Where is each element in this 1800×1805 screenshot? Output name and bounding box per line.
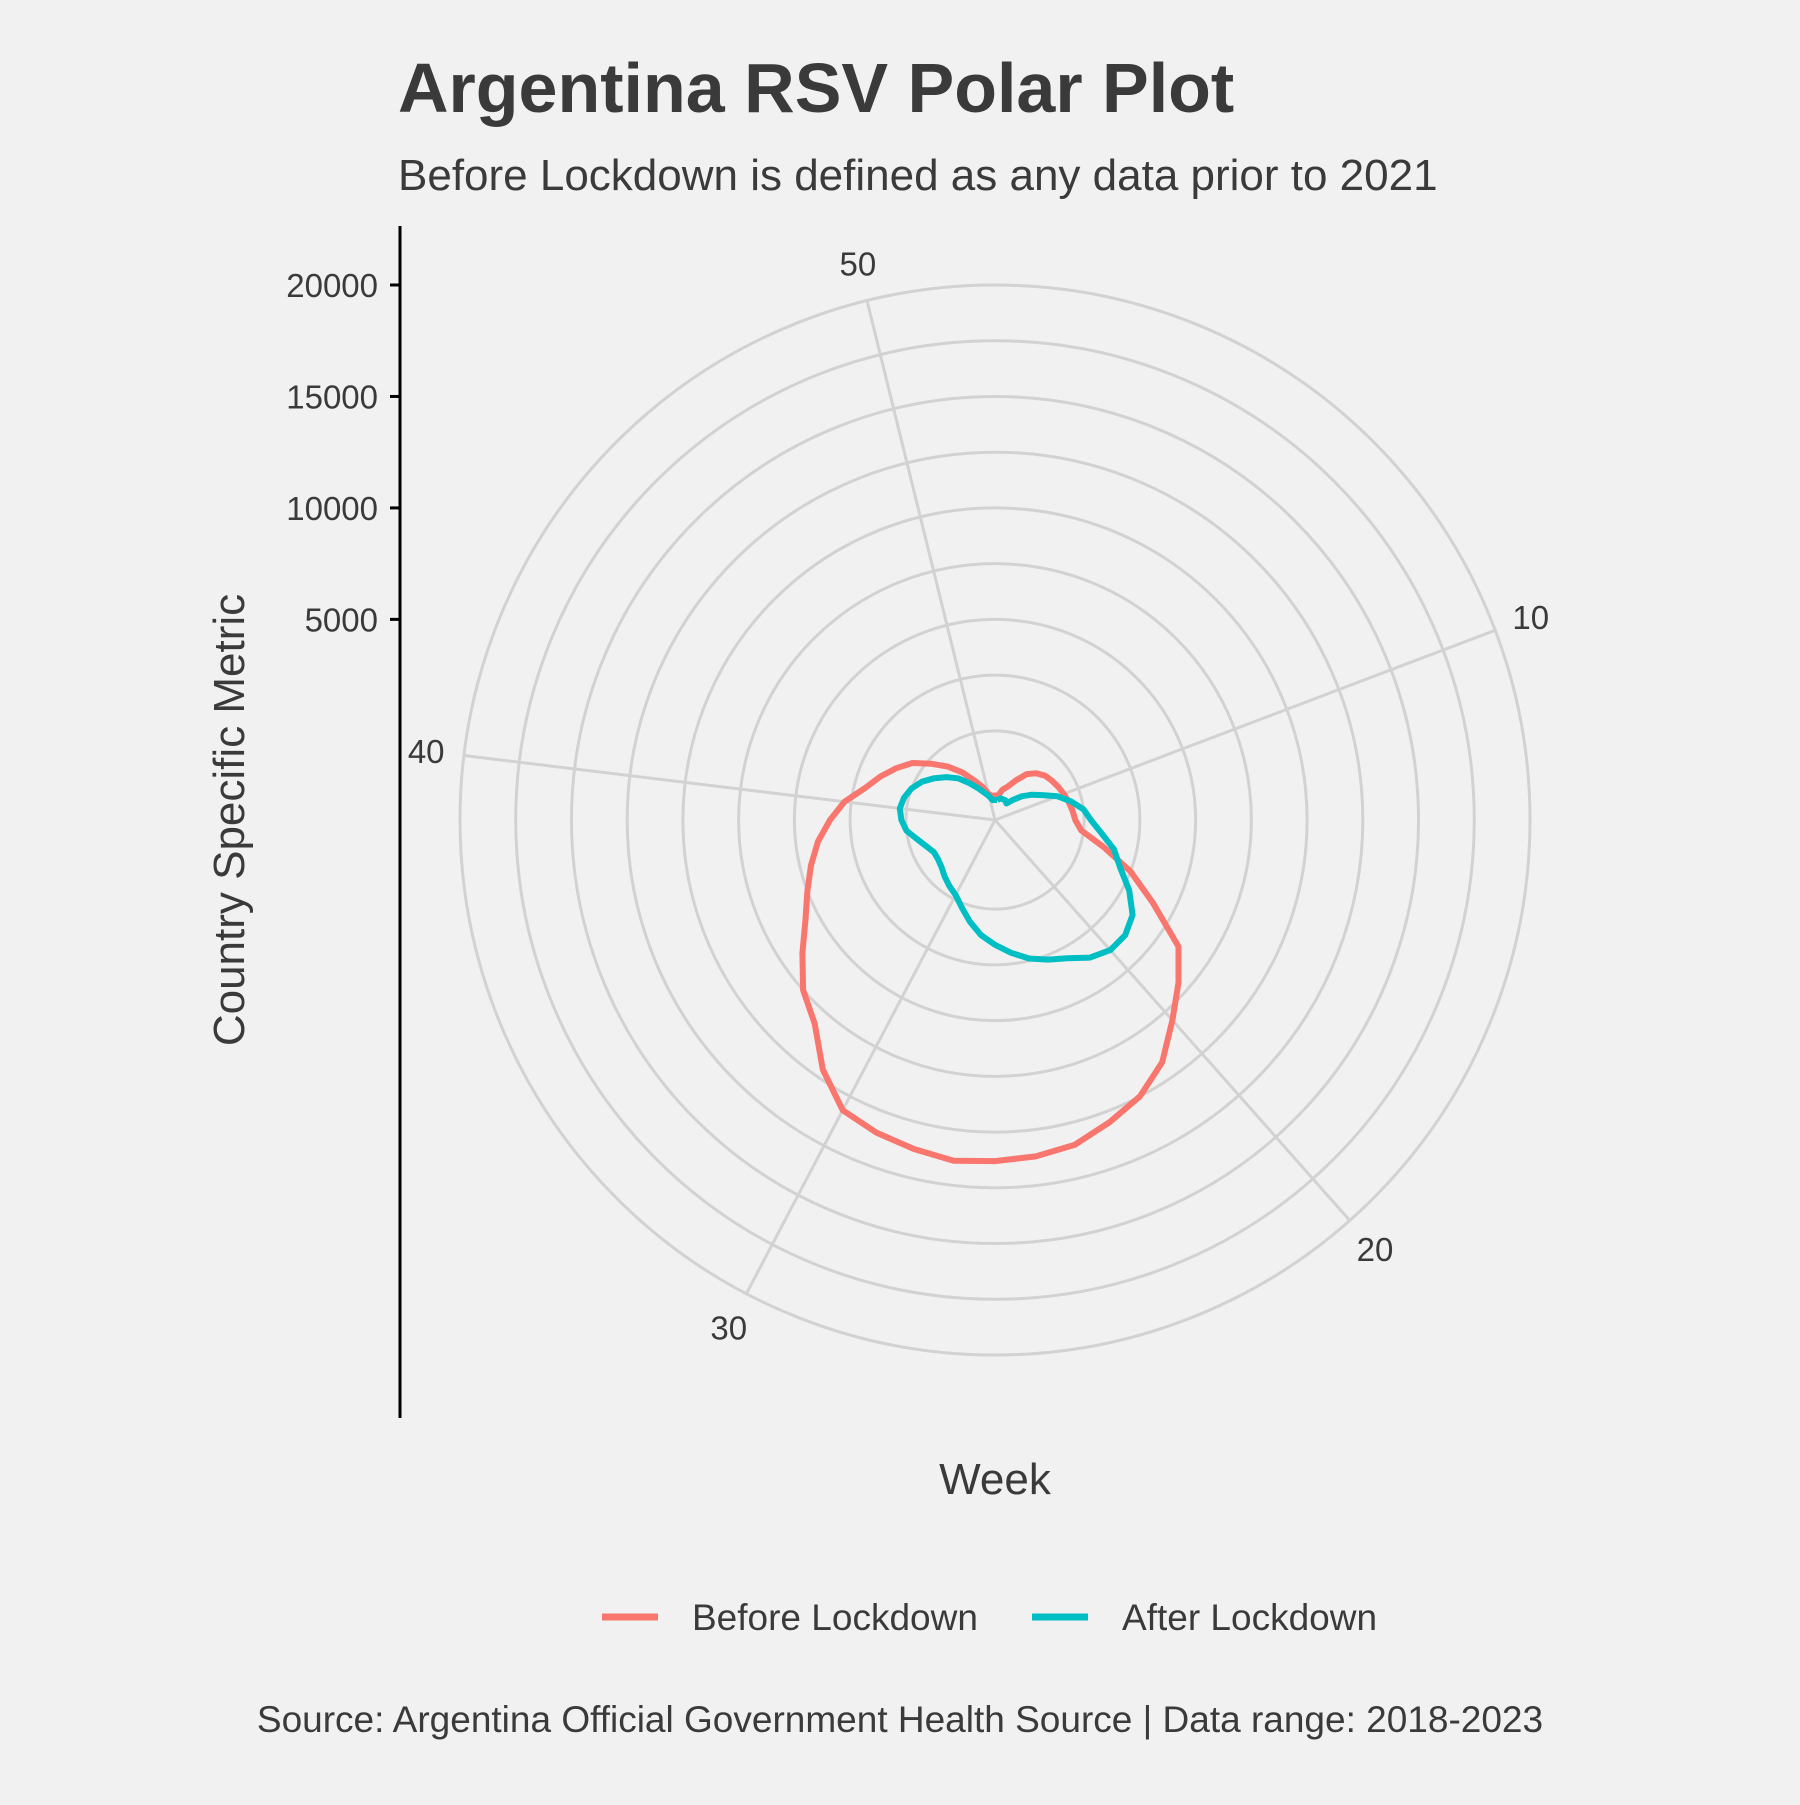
chart-title: Argentina RSV Polar Plot: [398, 49, 1234, 127]
week-tick-label: 40: [408, 733, 445, 770]
y-axis-ticks: 5000 10000 15000 20000: [286, 267, 400, 638]
week-tick-label: 10: [1512, 599, 1549, 636]
radial-grid: [458, 283, 1532, 1357]
grid-spoke-week-50: [865, 300, 997, 821]
grid-ring: [904, 729, 1086, 911]
week-tick-label: 50: [840, 246, 877, 283]
x-axis-title: Week: [939, 1455, 1052, 1504]
series-line-before-lockdown: [799, 760, 1182, 1165]
week-tick-label: 20: [1357, 1231, 1394, 1268]
grid-ring: [569, 394, 1421, 1246]
y-axis-title: Country Specific Metric: [205, 594, 254, 1046]
y-tick-label: 10000: [286, 490, 378, 527]
legend-label-after: After Lockdown: [1122, 1597, 1377, 1638]
source-caption: Source: Argentina Official Government He…: [257, 1699, 1543, 1740]
series-lines: [799, 760, 1182, 1165]
series-line-after-lockdown: [896, 774, 1136, 963]
y-tick-label: 15000: [286, 378, 378, 415]
grid-ring: [848, 673, 1142, 967]
grid-spoke-week-40: [463, 754, 996, 822]
grid-ring: [792, 617, 1198, 1023]
legend-label-before: Before Lockdown: [692, 1597, 978, 1638]
grid-ring: [514, 339, 1476, 1301]
grid-ring: [737, 562, 1253, 1078]
grid-ring: [681, 506, 1309, 1134]
grid-ring: [458, 283, 1532, 1357]
legend: Before Lockdown After Lockdown: [602, 1597, 1377, 1638]
grid-spoke-week-30: [745, 819, 997, 1295]
grid-spoke-week-10: [994, 628, 1496, 822]
grid-ring: [625, 450, 1365, 1190]
week-tick-label: 30: [710, 1309, 747, 1346]
y-tick-label: 20000: [286, 267, 378, 304]
chart-subtitle: Before Lockdown is defined as any data p…: [398, 151, 1438, 200]
y-tick-label: 5000: [305, 601, 378, 638]
week-tick-labels: 10 20 30 40 50: [408, 246, 1549, 1347]
